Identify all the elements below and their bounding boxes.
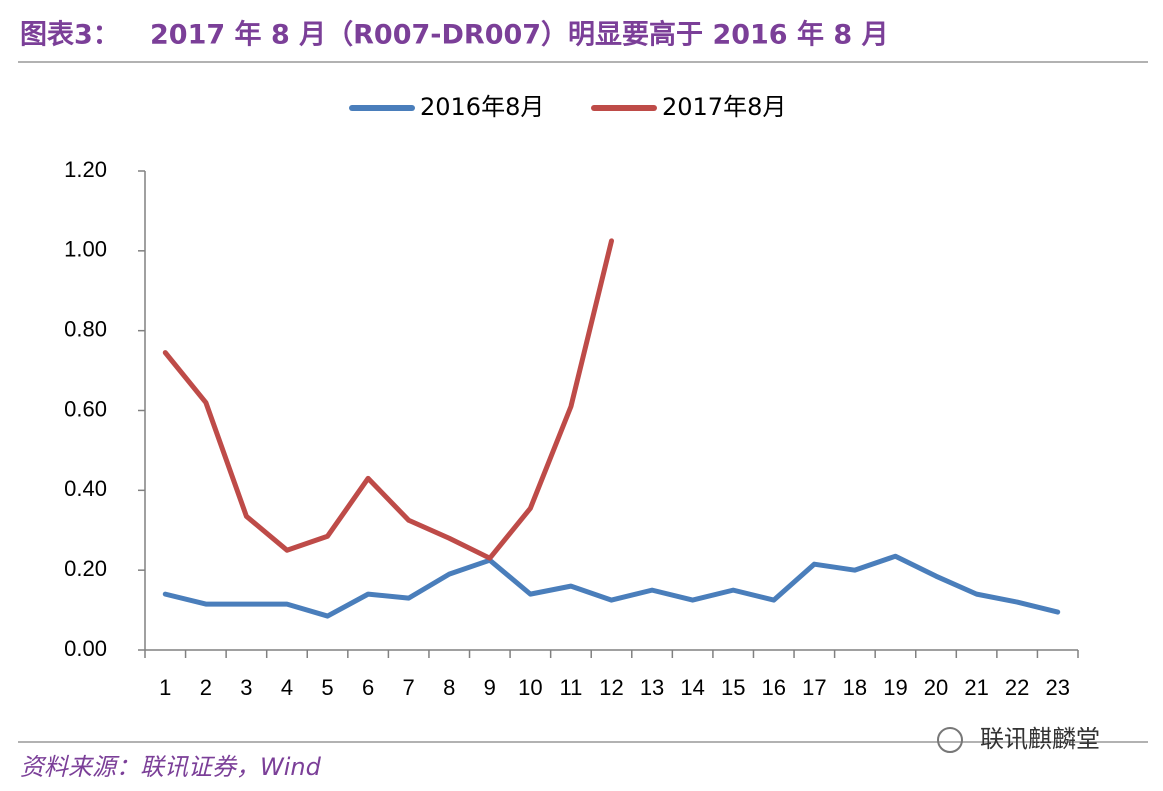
x-tick-label: 4	[281, 675, 293, 700]
x-tick-label: 20	[924, 675, 948, 700]
x-tick-label: 2	[200, 675, 212, 700]
x-tick-label: 17	[802, 675, 826, 700]
x-tick-label: 7	[403, 675, 415, 700]
watermark-icon	[937, 727, 963, 753]
y-tick-label: 0.80	[64, 316, 107, 341]
x-tick-label: 13	[640, 675, 664, 700]
x-tick-label: 23	[1045, 675, 1069, 700]
x-tick-label: 9	[484, 675, 496, 700]
x-tick-label: 19	[883, 675, 907, 700]
y-tick-label: 0.60	[64, 396, 107, 421]
legend-label: 2016年8月	[420, 93, 544, 121]
series-line	[162, 553, 1061, 619]
x-tick-label: 18	[843, 675, 867, 700]
x-tick-label: 3	[240, 675, 252, 700]
chart-title: 2017 年 8 月（R007-DR007）明显要高于 2016 年 8 月	[150, 19, 889, 51]
x-tick-label: 6	[362, 675, 374, 700]
series-line	[162, 238, 614, 561]
watermark: 联讯麒麟堂	[980, 725, 1100, 753]
figure-label: 图表3：	[20, 20, 120, 51]
y-tick-label: 0.00	[64, 636, 107, 661]
x-tick-label: 15	[721, 675, 745, 700]
y-tick-label: 0.40	[64, 476, 107, 501]
x-tick-label: 11	[560, 675, 583, 700]
x-tick-label: 8	[443, 675, 455, 700]
y-tick-label: 0.20	[64, 556, 107, 581]
x-tick-label: 21	[964, 675, 988, 700]
source: 资料来源：联讯证券，Wind	[20, 753, 322, 781]
y-tick-label: 1.20	[64, 157, 107, 182]
x-tick-label: 5	[321, 675, 333, 700]
legend-label: 2017年8月	[662, 93, 786, 121]
x-tick-label: 16	[762, 675, 786, 700]
x-tick-label: 22	[1005, 675, 1029, 700]
x-tick-label: 12	[599, 675, 623, 700]
x-tick-label: 10	[518, 675, 542, 700]
y-tick-label: 1.00	[64, 237, 107, 262]
x-tick-label: 1	[159, 675, 171, 700]
x-tick-label: 14	[680, 675, 704, 700]
